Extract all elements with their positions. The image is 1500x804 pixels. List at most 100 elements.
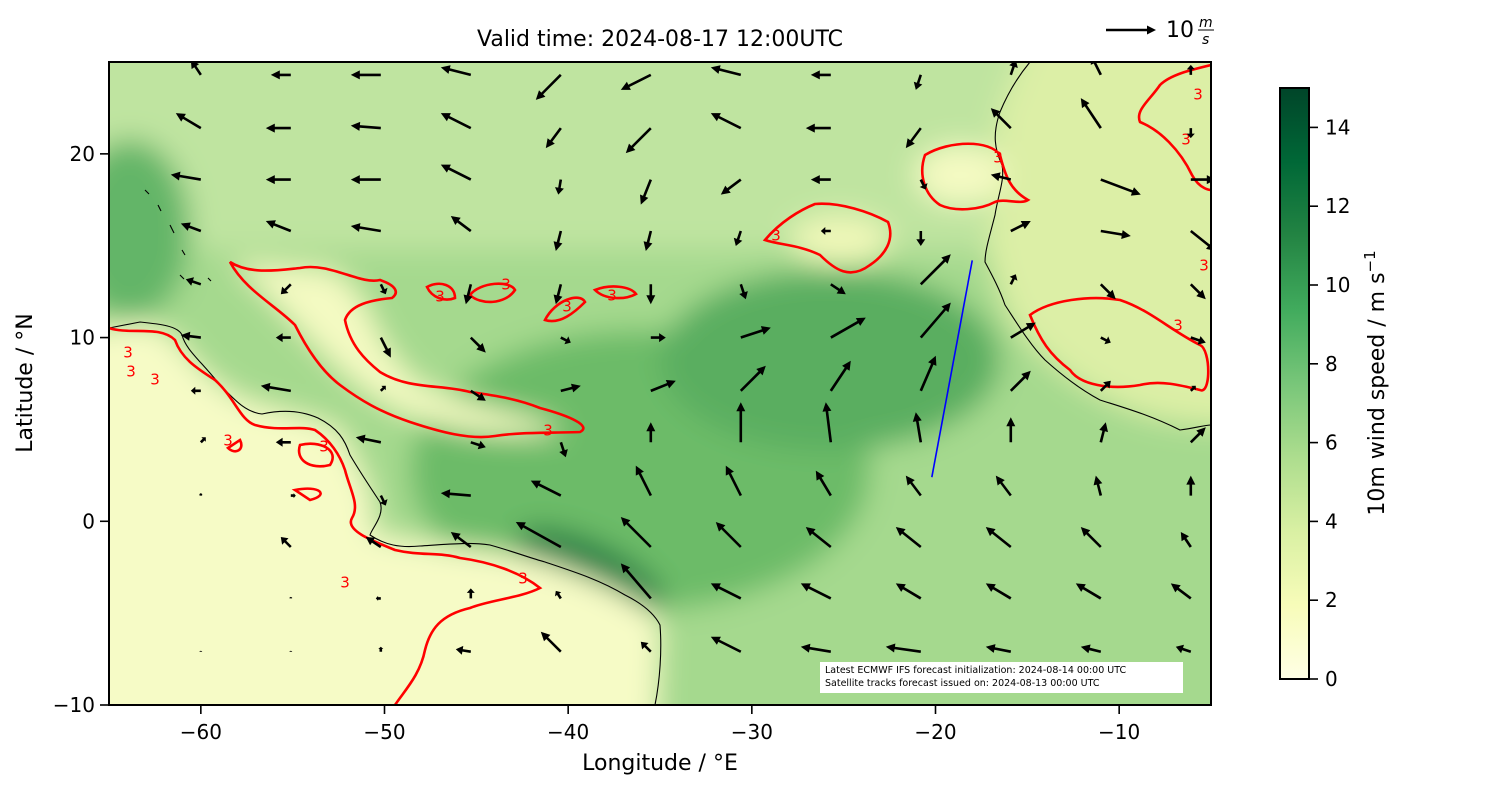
colorbar-tick-label: 2 — [1325, 588, 1338, 612]
wind-arrow — [199, 493, 203, 496]
wind-arrow — [895, 527, 922, 548]
wind-arrow — [620, 517, 652, 548]
contour-label: 3 — [518, 570, 528, 588]
wind-arrow — [625, 127, 652, 154]
colorbar-label: 10m wind speed / m s−1 — [1361, 250, 1390, 515]
annotation: Satellite tracks forecast issued on: 202… — [825, 678, 1100, 689]
wind-arrow — [545, 127, 562, 149]
wind-arrow — [350, 223, 381, 233]
wind-arrow — [260, 382, 291, 393]
colorbar-label-exponent: −1 — [1361, 250, 1379, 272]
wind-arrow — [1100, 336, 1111, 345]
wind-arrow — [895, 583, 922, 600]
wind-arrow — [275, 437, 291, 447]
wind-arrow — [515, 522, 562, 549]
wind-arrow — [1009, 274, 1018, 285]
wind-arrow — [1075, 583, 1102, 600]
satellite-track — [931, 260, 974, 478]
contour-label: 3 — [771, 227, 781, 245]
quiver-key-arrow — [1106, 25, 1156, 35]
wind-arrow — [450, 532, 472, 548]
x-tick-label: −10 — [1098, 720, 1140, 744]
wind-arrow — [170, 171, 201, 181]
x-tick-label: −30 — [731, 720, 773, 744]
wind-arrow — [710, 65, 742, 77]
wind-arrow — [470, 389, 486, 401]
contour-label: 3 — [1173, 317, 1183, 335]
wind-arrow — [540, 631, 562, 653]
contour-label: 3 — [1199, 257, 1209, 275]
colorbar-tick-label: 6 — [1325, 431, 1338, 455]
contour-label: 3 — [543, 422, 553, 440]
wind-arrow — [829, 360, 851, 392]
contour — [1137, 63, 1211, 192]
wind-arrow — [646, 422, 656, 443]
wind-arrow — [275, 333, 291, 343]
wind-arrow — [739, 365, 766, 392]
wind-arrow — [466, 588, 475, 599]
wind-arrow — [913, 74, 923, 90]
wind-arrow — [905, 127, 922, 149]
contour-label: 3 — [562, 298, 572, 316]
wind-arrow — [559, 441, 568, 458]
wind-arrow — [555, 590, 562, 600]
contour — [1028, 296, 1210, 392]
y-axis-label: Latitude / °N — [13, 313, 38, 452]
wind-arrow — [375, 595, 381, 601]
wind-arrow — [378, 646, 384, 652]
annotation: Latest ECMWF IFS forecast initialization… — [825, 665, 1126, 676]
wind-arrow — [355, 434, 382, 444]
wind-arrow — [199, 650, 203, 652]
wind-arrow — [830, 317, 866, 339]
wind-arrow — [733, 230, 743, 246]
wind-arrow — [1100, 229, 1131, 239]
wind-arrow — [199, 437, 206, 444]
wind-arrow — [919, 254, 951, 286]
wind-arrow — [620, 563, 652, 600]
wind-arrow — [265, 175, 291, 185]
wind-arrow — [265, 123, 291, 133]
wind-arrow — [885, 643, 921, 653]
wind-arrow — [440, 113, 472, 130]
contour-label: 3 — [150, 371, 160, 389]
contour-label: 3 — [123, 344, 133, 362]
wind-arrow — [185, 277, 202, 286]
wind-arrow — [1186, 64, 1195, 75]
wind-arrow — [635, 465, 652, 497]
wind-arrow — [535, 73, 562, 100]
wind-arrow — [379, 337, 391, 358]
wind-arrow — [350, 175, 381, 185]
quiver-key-unit: s — [1202, 32, 1209, 48]
wind-arrow — [739, 283, 748, 300]
wind-arrow — [1170, 583, 1192, 600]
wind-arrow — [1100, 178, 1141, 196]
wind-arrow — [830, 283, 846, 295]
wind-arrow — [270, 70, 291, 80]
contour-label: 3 — [223, 432, 233, 450]
wind-arrow — [815, 470, 832, 497]
wind-arrow — [560, 336, 571, 345]
wind-arrow — [1175, 644, 1192, 654]
wind-arrow — [1189, 283, 1206, 300]
wind-arrow — [650, 333, 666, 343]
wind-arrow — [805, 123, 831, 133]
wind-arrow — [553, 284, 563, 305]
wind-arrow — [805, 527, 832, 548]
wind-arrow — [560, 383, 581, 393]
contour-label: 3 — [1181, 131, 1191, 149]
wind-arrow — [985, 527, 1012, 548]
wind-arrow — [990, 108, 1012, 130]
wind-speed-field — [109, 62, 1211, 705]
wind-arrow — [379, 283, 388, 295]
wind-arrow — [715, 522, 742, 548]
wind-arrow — [810, 175, 831, 185]
wind-arrow — [810, 70, 831, 80]
contour — [425, 282, 638, 323]
wind-vectors — [170, 62, 1211, 655]
contour-label: 3 — [126, 363, 136, 381]
wind-arrow — [740, 326, 771, 339]
wind-arrow — [379, 495, 388, 506]
wind-arrow — [640, 641, 652, 653]
contour — [762, 202, 892, 274]
wind-arrow — [1010, 322, 1036, 339]
